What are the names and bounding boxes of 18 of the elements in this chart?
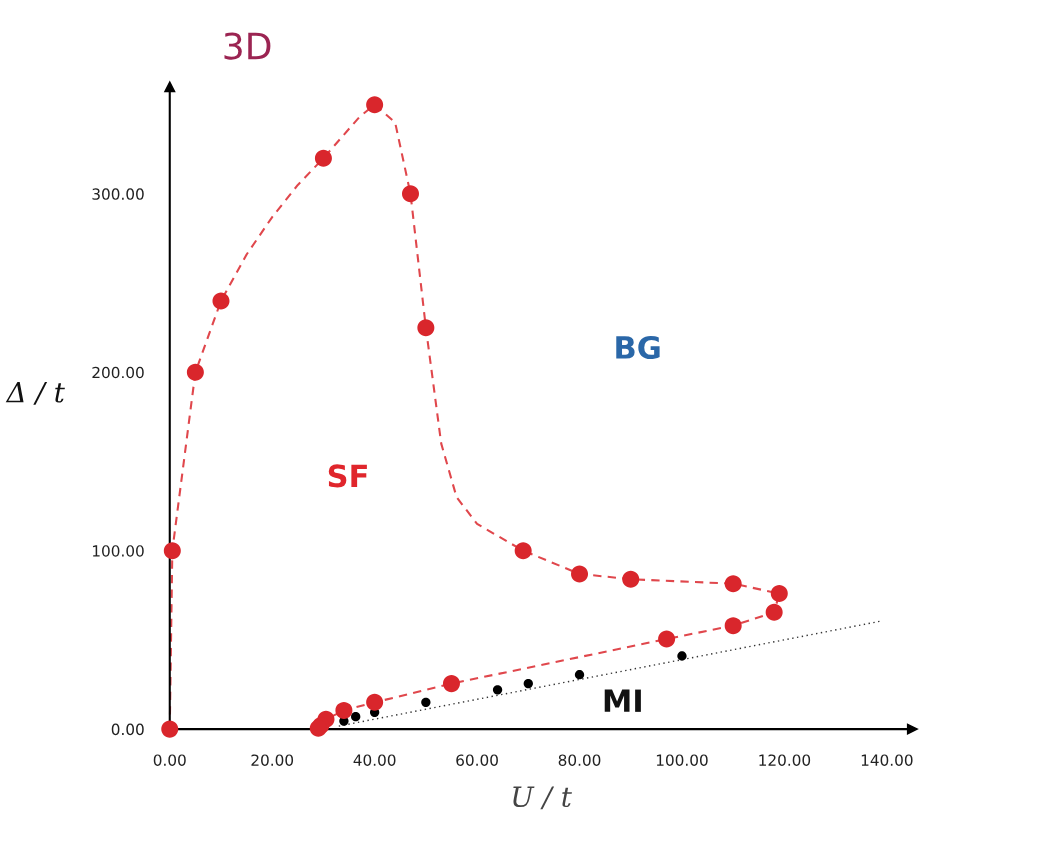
x-tick-label: 40.00: [353, 754, 396, 766]
y-axis-title: Δ / t: [5, 381, 65, 405]
x-tick-label: 0.00: [153, 754, 186, 766]
y-tick-label: 200.00: [92, 366, 144, 379]
annotation: SF: [328, 464, 367, 488]
x-tick-label: 60.00: [456, 754, 498, 766]
chart-title: 3D: [224, 32, 271, 60]
annotation: BG: [616, 335, 660, 360]
x-tick-label: 20.00: [251, 754, 294, 766]
x-tick-label: 120.00: [759, 754, 811, 766]
x-tick-label: 100.00: [656, 754, 708, 766]
x-tick-label: 80.00: [558, 754, 601, 766]
y-tick-label: 100.00: [92, 545, 144, 557]
y-tick-label: 300.00: [92, 188, 144, 200]
y-tick-label: 0.00: [111, 723, 144, 736]
x-tick-label: 140.00: [861, 754, 913, 766]
annotation: MI: [604, 689, 641, 712]
x-axis-title: U / t: [513, 786, 572, 810]
